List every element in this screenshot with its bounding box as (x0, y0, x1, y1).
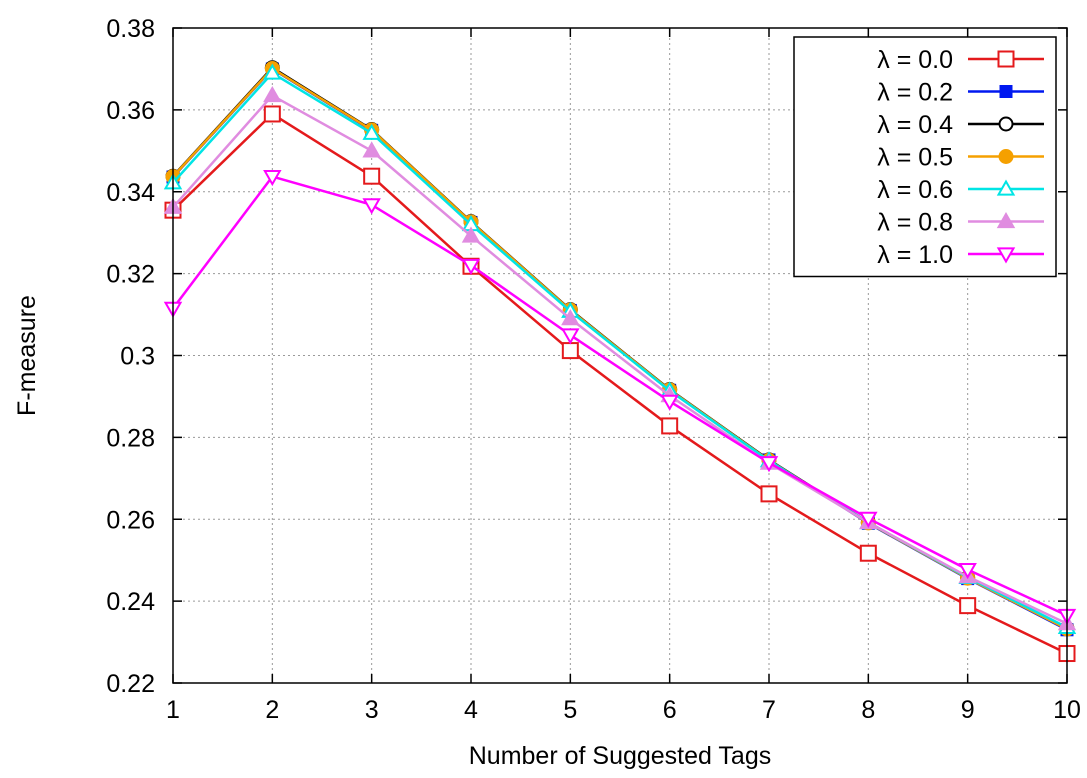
x-tick-label: 10 (1053, 696, 1081, 724)
x-tick-label: 8 (861, 696, 875, 724)
data-point (998, 116, 1014, 132)
data-point (362, 198, 381, 215)
x-tick-label: 4 (464, 696, 478, 724)
y-tick-label: 0.32 (106, 261, 155, 289)
data-point (996, 211, 1016, 229)
data-point (958, 562, 977, 580)
data-point (363, 167, 381, 185)
data-point (759, 456, 779, 473)
legend-label: λ = 0.6 (877, 176, 953, 204)
x-tick-label: 1 (166, 696, 180, 724)
x-tick-label: 7 (762, 696, 776, 724)
data-point (561, 342, 579, 360)
data-point (561, 328, 580, 345)
data-point (561, 309, 580, 326)
data-point (996, 179, 1016, 196)
series-6 (163, 169, 1077, 625)
x-tick-label: 5 (563, 696, 577, 724)
legend: λ = 0.0 λ = 0.2 λ = 0.4 λ = 0.5 λ = 0.6 λ = 0… (793, 36, 1057, 278)
series-line (172, 94, 1068, 625)
data-point (999, 85, 1013, 98)
data-point (362, 141, 381, 158)
data-point (859, 544, 877, 562)
legend-label: λ = 0.2 (877, 79, 953, 107)
tick-labels: 1 2 3 4 5 6 7 8 9 10 0.22 0.24 0.26 0.28 0.3 0.32 0.34 0.… (106, 15, 1081, 724)
legend-label: λ = 0.5 (877, 144, 953, 172)
x-tick-label: 2 (265, 696, 279, 724)
data-point (660, 394, 679, 411)
y-tick-label: 0.36 (106, 97, 155, 125)
data-point (263, 86, 282, 103)
axis-ticks (172, 27, 1068, 684)
data-point (263, 63, 282, 80)
series-line (172, 112, 1068, 655)
y-tick-label: 0.3 (120, 343, 155, 371)
data-point (461, 226, 481, 243)
y-tick-label: 0.24 (106, 588, 155, 616)
data-point (959, 597, 977, 615)
data-point (362, 123, 381, 140)
legend-label: λ = 1.0 (877, 241, 953, 269)
data-point (997, 50, 1015, 68)
x-tick-label: 6 (663, 696, 677, 724)
data-point (263, 169, 282, 187)
y-tick-label: 0.28 (106, 424, 155, 452)
data-point (661, 417, 679, 435)
legend-label: λ = 0.4 (877, 111, 953, 139)
legend-label: λ = 0.8 (877, 209, 953, 237)
legend-label: λ = 0.0 (877, 46, 953, 74)
data-point (263, 105, 281, 123)
data-point (859, 511, 878, 528)
data-point (760, 485, 778, 503)
y-tick-label: 0.22 (106, 670, 155, 698)
data-point (461, 258, 481, 275)
y-tick-label: 0.38 (106, 15, 155, 43)
y-tick-label: 0.26 (106, 506, 155, 534)
y-axis-title: F-measure (13, 295, 41, 416)
data-point (998, 149, 1014, 164)
series-line (172, 175, 1068, 617)
x-axis-title: Number of Suggested Tags (469, 742, 772, 770)
data-point (996, 247, 1016, 264)
x-tick-label: 3 (365, 696, 379, 724)
x-tick-label: 9 (961, 696, 975, 724)
y-tick-label: 0.34 (106, 179, 155, 207)
